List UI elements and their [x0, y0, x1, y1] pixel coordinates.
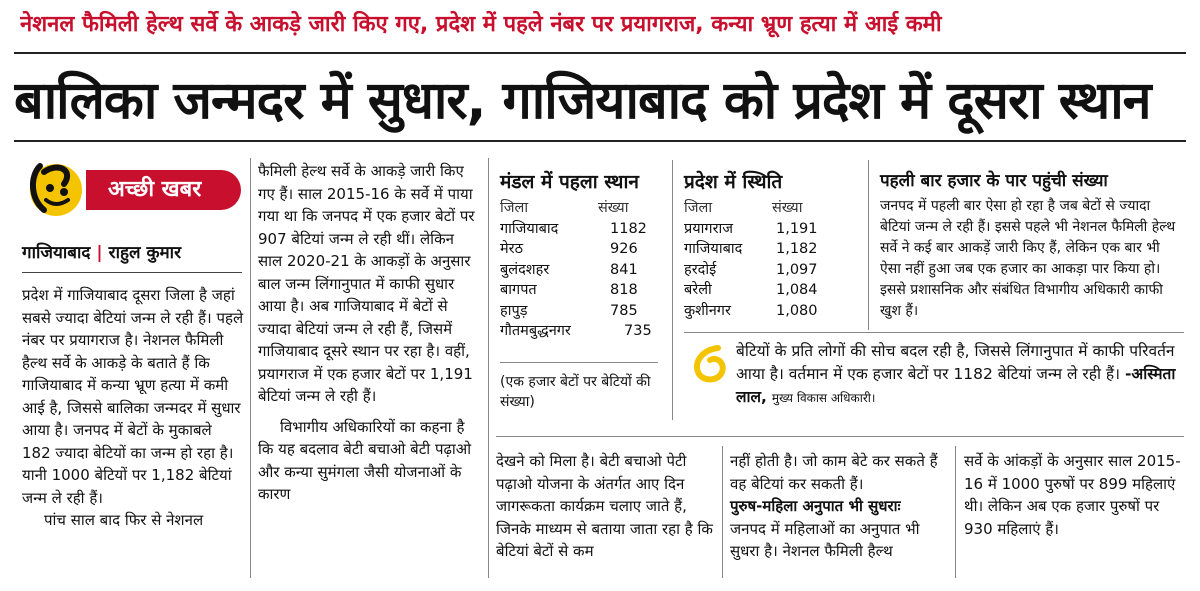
quote-mark-icon — [694, 345, 726, 383]
table-cell-district: मेरठ — [500, 241, 524, 257]
bottom-section-rule — [496, 436, 1184, 437]
table-mandal-note: (एक हजार बेटों पर बेटियों की संख्या) — [500, 374, 651, 410]
byline-author: राहुल कुमार — [108, 243, 182, 263]
byline: गाजियाबाद | राहुल कुमार — [22, 240, 181, 263]
column-4-paragraph-1: नहीं होती है। जो काम बेटे कर सकते हैं वह… — [730, 452, 938, 493]
table-state-title: प्रदेश में स्थिति — [684, 171, 783, 193]
table-row: गाजियाबाद 1182 — [500, 219, 670, 240]
table-row: बागपत 818 — [500, 280, 670, 301]
table-row: मेरठ 926 — [500, 239, 670, 260]
quote-author-role: मुख्य विकास अधिकारी। — [771, 391, 876, 405]
headline: बालिका जन्मदर में सुधार, गाजियाबाद को प्… — [14, 71, 1152, 131]
quote-text: बेटियों के प्रति लोगों की सोच बदल रही है… — [736, 342, 1175, 383]
table-mandal: मंडल में पहला स्थान जिला संख्या गाजियाबा… — [500, 168, 670, 342]
table-mandal-title: मंडल में पहला स्थान — [500, 171, 639, 193]
table-state: प्रदेश में स्थिति जिला संख्या प्रयागराज 1… — [684, 168, 854, 321]
table-state-header-district: जिला — [684, 200, 713, 216]
table-row: प्रयागराज 1,191 — [684, 219, 854, 240]
column-3-bottom: देखने को मिला है। बेटी बचाओ पेटी पढ़ाओ य… — [496, 452, 713, 560]
kicker-line: नेशनल फैमिली हेल्थ सर्वे के आकड़े जारी क… — [20, 12, 942, 37]
byline-separator: | — [96, 243, 103, 263]
column-divider-5 — [722, 446, 723, 578]
table-cell-district: हापुड़ — [500, 302, 528, 319]
column-divider-6 — [955, 446, 956, 578]
good-news-badge: अच्छी खबर — [86, 170, 241, 210]
table-cell-count: 1182 — [610, 220, 647, 237]
quote-author: -अस्मिता लाल, — [736, 365, 1176, 406]
table-cell-count: 1,182 — [776, 241, 818, 257]
table-cell-count: 1,084 — [776, 282, 818, 298]
table-row: गाजियाबाद 1,182 — [684, 239, 854, 260]
good-news-logo-icon — [30, 163, 82, 216]
box-first-time-title: पहली बार हजार के पार पहुंची संख्या — [880, 171, 1108, 191]
table-cell-district: गौतमबुद्धनगर — [500, 323, 571, 339]
table-cell-district: गाजियाबाद — [684, 241, 743, 257]
column-4-paragraph-2: जनपद में महिलाओं का अनुपात भी सुधरा है। … — [730, 519, 920, 561]
column-5-bottom: सर्वे के आंकड़ों के अनुसार साल 2015-16 म… — [964, 452, 1181, 538]
table-cell-count: 735 — [624, 323, 652, 339]
table-row: बरेली 1,084 — [684, 280, 854, 301]
table-cell-district: प्रयागराज — [684, 220, 734, 237]
table-cell-count: 1,191 — [776, 220, 818, 237]
table-cell-district: बरेली — [684, 282, 712, 298]
byline-place: गाजियाबाद — [22, 243, 91, 263]
table-cell-district: हरदोई — [684, 261, 717, 278]
table-row: बुलंदशहर 841 — [500, 260, 670, 281]
quote-block: बेटियों के प्रति लोगों की सोच बदल रही है… — [736, 340, 1176, 410]
byline-rule — [22, 272, 242, 273]
table-state-header: जिला संख्या — [684, 198, 854, 219]
column-1-paragraph-2: पांच साल बाद फिर से नेशनल — [44, 511, 204, 529]
quote-top-rule — [684, 332, 1184, 333]
table-cell-count: 818 — [610, 282, 638, 298]
column-2-paragraph-2: विभागीय अधिकारियों का कहना है कि यह बदला… — [258, 417, 472, 504]
headline-rule — [14, 140, 1186, 142]
column-divider-2 — [488, 158, 489, 578]
table-mandal-header: जिला संख्या — [500, 198, 670, 219]
table-cell-district: गाजियाबाद — [500, 220, 559, 237]
column-divider-3 — [672, 160, 673, 420]
column-2: फैमिली हेल्थ सर्वे के आकड़े जारी किए गए … — [258, 160, 480, 506]
column-1-paragraph-1: प्रदेश में गाजियाबाद दूसरा जिला है जहां … — [22, 286, 244, 507]
column-divider-1 — [250, 158, 251, 578]
box-first-time-text: जनपद में पहली बार ऐसा हो रहा है जब बेटों… — [880, 198, 1176, 319]
table-row: कुशीनगर 1,080 — [684, 301, 854, 322]
table-mandal-header-district: जिला — [500, 200, 529, 216]
table-mandal-rule — [500, 362, 658, 363]
table-cell-count: 1,097 — [776, 261, 818, 278]
table-state-header-count: संख्या — [772, 200, 803, 216]
table-cell-count: 841 — [610, 261, 638, 278]
column-1: प्रदेश में गाजियाबाद दूसरा जिला है जहां … — [22, 284, 244, 532]
table-cell-count: 785 — [610, 302, 638, 319]
column-4-subhead: पुरुष-महिला अनुपात भी सुधराः — [730, 497, 901, 515]
table-cell-count: 926 — [610, 241, 638, 257]
table-mandal-header-count: संख्या — [598, 200, 629, 216]
column-divider-4 — [868, 160, 869, 330]
table-cell-district: बागपत — [500, 282, 537, 298]
table-row: हापुड़ 785 — [500, 301, 670, 322]
table-row: हरदोई 1,097 — [684, 260, 854, 281]
table-cell-district: कुशीनगर — [684, 302, 731, 319]
table-cell-district: बुलंदशहर — [500, 261, 550, 278]
top-rule — [14, 52, 1186, 54]
table-row: गौतमबुद्धनगर 735 — [500, 321, 670, 342]
column-2-paragraph-1: फैमिली हेल्थ सर्वे के आकड़े जारी किए गए … — [258, 162, 475, 405]
table-cell-count: 1,080 — [776, 302, 818, 319]
column-4-bottom: नहीं होती है। जो काम बेटे कर सकते हैं वह… — [730, 450, 952, 563]
